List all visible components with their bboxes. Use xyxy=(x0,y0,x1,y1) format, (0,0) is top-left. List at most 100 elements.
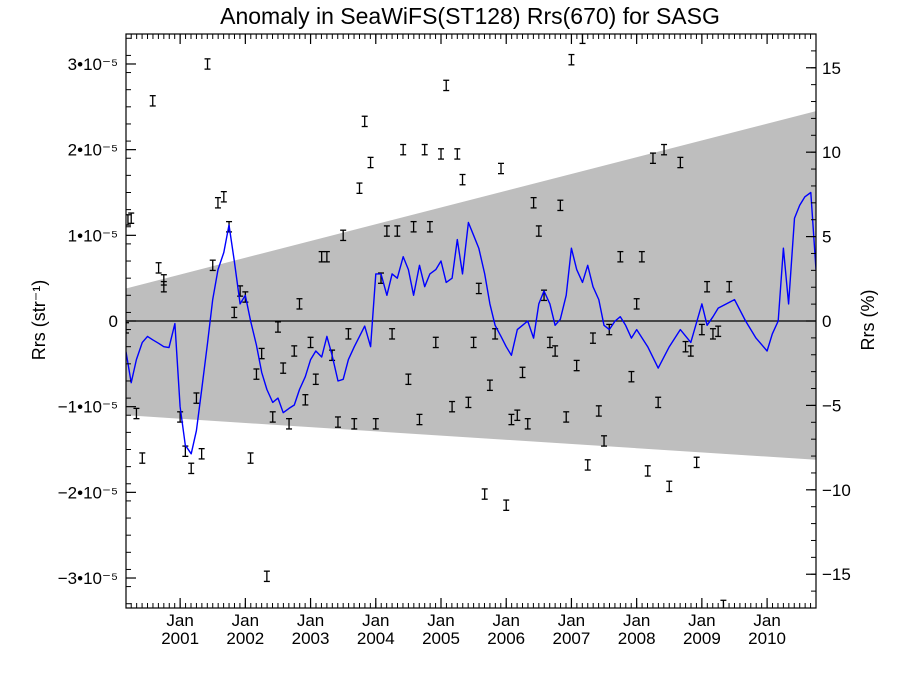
error-bar xyxy=(503,499,510,511)
error-bar xyxy=(443,79,450,92)
y-tick-label-right: −15 xyxy=(822,565,851,584)
envelope-layer xyxy=(126,111,816,460)
error-bar xyxy=(661,143,668,156)
y-tick-label-right: −10 xyxy=(822,481,851,500)
x-tick-label-year: 2001 xyxy=(161,629,199,648)
error-bar xyxy=(214,196,221,209)
error-bar xyxy=(193,392,200,404)
error-bar xyxy=(291,345,298,357)
error-bar xyxy=(666,480,673,493)
error-bar xyxy=(693,456,700,469)
error-bar xyxy=(498,162,504,175)
error-bar xyxy=(302,394,309,406)
error-bar xyxy=(633,298,640,310)
error-bar xyxy=(459,173,466,186)
error-bar xyxy=(628,370,635,383)
y-axis-left-title: Rrs (str⁻¹) xyxy=(29,280,49,360)
y-tick-label-left: 3•10⁻⁵ xyxy=(68,55,118,74)
error-bar xyxy=(649,152,656,165)
error-bar xyxy=(535,225,542,237)
error-bar xyxy=(454,148,461,160)
error-bar xyxy=(155,262,162,274)
error-bar xyxy=(356,182,363,194)
y-axis-right-title: Rrs (%) xyxy=(858,290,878,351)
error-bar xyxy=(704,280,711,293)
error-bar xyxy=(470,336,477,349)
error-bar xyxy=(432,336,439,349)
anomaly-line xyxy=(126,191,816,455)
error-bar xyxy=(677,156,684,169)
error-bar xyxy=(383,225,390,237)
y-tick-label-right: 15 xyxy=(822,59,841,78)
error-bar xyxy=(139,452,146,464)
x-tick-label-year: 2009 xyxy=(683,629,721,648)
error-bar xyxy=(438,148,444,160)
x-tick-label-year: 2004 xyxy=(357,629,395,648)
y-tick-label-left: 0 xyxy=(109,312,118,331)
error-bar xyxy=(274,321,281,333)
line-layer xyxy=(126,191,816,455)
error-bar xyxy=(263,570,270,583)
error-bar xyxy=(698,323,705,336)
error-bar xyxy=(709,328,716,340)
error-bar xyxy=(351,418,358,430)
error-bar xyxy=(726,280,733,293)
x-tick-label-year: 2010 xyxy=(748,629,786,648)
error-bar xyxy=(568,53,575,66)
error-bar xyxy=(280,362,287,374)
error-bar xyxy=(530,196,537,209)
error-bar xyxy=(644,465,651,477)
error-bar xyxy=(449,400,456,413)
x-tick-label-year: 2003 xyxy=(292,629,330,648)
error-bar xyxy=(481,488,488,500)
error-bar xyxy=(307,336,314,349)
error-bar xyxy=(231,306,238,319)
error-bar xyxy=(247,452,254,464)
error-bar xyxy=(475,282,482,295)
error-bar xyxy=(524,418,531,430)
error-bar xyxy=(372,418,379,430)
y-tick-label-left: −3•10⁻⁵ xyxy=(58,569,118,588)
error-bar xyxy=(410,220,417,233)
chart-title: Anomaly in SeaWiFS(ST128) Rrs(670) for S… xyxy=(220,3,720,29)
x-tick-label-month: Jan xyxy=(493,611,520,630)
x-tick-label-month: Jan xyxy=(427,611,454,630)
error-bar xyxy=(160,274,167,286)
error-bar xyxy=(126,214,131,226)
error-bar xyxy=(269,411,276,423)
error-bar xyxy=(601,435,608,447)
error-bar xyxy=(204,58,211,70)
y-tick-label-right: 0 xyxy=(822,312,831,331)
tick-layer: 3•10⁻⁵ 2•10⁻⁵ 1•10⁻⁵ 0 −1•10⁻⁵ −2•10⁻⁵ −3•10⁻⁵… xyxy=(58,33,851,648)
error-bar xyxy=(421,143,428,156)
error-bar xyxy=(253,368,260,380)
error-bar xyxy=(617,250,624,263)
x-tick-label-month: Jan xyxy=(688,611,715,630)
y-tick-label-right: −5 xyxy=(822,396,841,415)
error-bar xyxy=(731,616,737,626)
error-bar xyxy=(486,379,493,392)
x-tick-label-month: Jan xyxy=(753,611,780,630)
error-bar-layer xyxy=(126,34,737,626)
x-tick-label-month: Jan xyxy=(232,611,259,630)
x-tick-label-year: 2007 xyxy=(553,629,591,648)
error-bar xyxy=(416,413,423,426)
error-bar xyxy=(687,345,694,357)
y-tick-label-left: −1•10⁻⁵ xyxy=(58,398,118,417)
x-tick-label-year: 2006 xyxy=(487,629,525,648)
error-bar xyxy=(573,359,580,372)
error-bar xyxy=(514,409,521,422)
error-bar xyxy=(220,190,227,203)
error-bar xyxy=(361,115,368,128)
error-bar xyxy=(557,199,564,212)
error-bar xyxy=(318,250,325,263)
error-bar xyxy=(519,366,526,379)
x-tick-label-year: 2005 xyxy=(422,629,460,648)
error-bar xyxy=(508,413,515,426)
error-bar xyxy=(546,336,553,349)
error-bar xyxy=(149,95,156,107)
error-bar xyxy=(312,373,319,386)
error-bar xyxy=(126,322,129,334)
x-tick-label-month: Jan xyxy=(623,611,650,630)
